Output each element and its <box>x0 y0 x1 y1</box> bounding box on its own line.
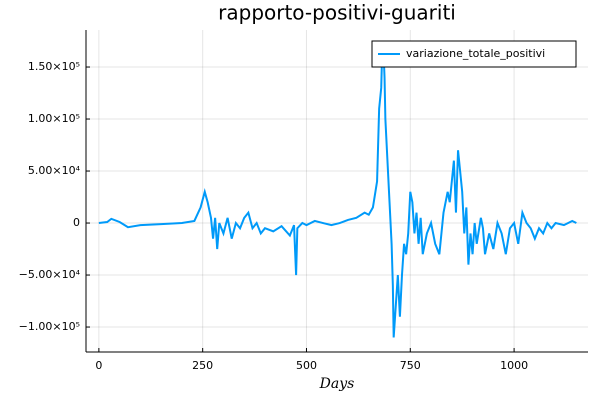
y-tick-label: −5.00×10⁴ <box>19 268 81 281</box>
y-tick-label: 1.00×10⁵ <box>28 112 80 125</box>
x-tick-label: 0 <box>95 359 102 372</box>
x-axis-label: Days <box>319 376 355 392</box>
y-tick-label: 1.50×10⁵ <box>28 60 80 73</box>
x-tick-label: 750 <box>400 359 421 372</box>
y-tick-label: 5.00×10⁴ <box>28 164 81 177</box>
data-line <box>98 46 577 338</box>
y-tick-label: −1.00×10⁵ <box>19 320 80 333</box>
legend-label: variazione_totale_positivi <box>406 47 545 60</box>
chart-title: rapporto-positivi-guariti <box>218 1 456 25</box>
y-tick-label: 0 <box>73 216 80 229</box>
x-tick-label: 250 <box>192 359 213 372</box>
x-tick-label: 500 <box>296 359 317 372</box>
x-tick-label: 1000 <box>500 359 528 372</box>
legend-box <box>371 40 577 68</box>
